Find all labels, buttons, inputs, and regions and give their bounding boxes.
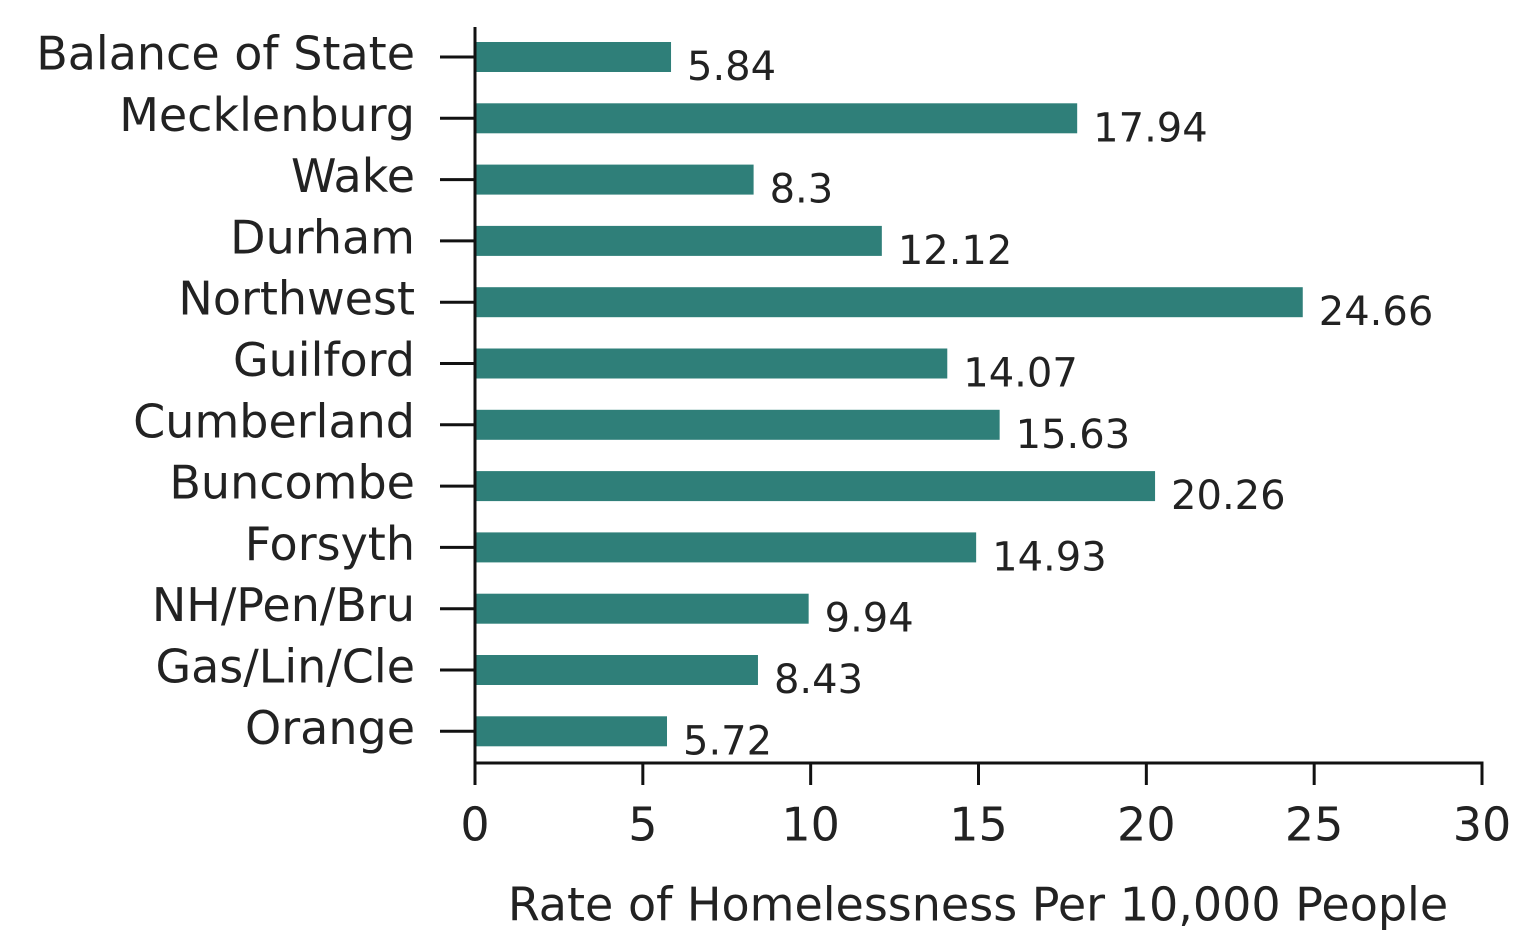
y-tick-label: Balance of State	[36, 27, 415, 81]
x-tick-label: 15	[949, 798, 1008, 852]
value-label: 5.72	[683, 718, 772, 764]
value-label: 12.12	[898, 228, 1013, 274]
value-label: 14.07	[963, 351, 1078, 397]
bar	[475, 164, 754, 195]
y-tick-label: Gas/Lin/Cle	[155, 640, 415, 694]
x-tick-label: 25	[1285, 798, 1344, 852]
value-label: 24.66	[1319, 289, 1434, 335]
value-label: 8.3	[770, 167, 834, 213]
bar	[475, 348, 948, 379]
y-tick-label: Mecklenburg	[119, 88, 415, 142]
x-tick-label: 30	[1453, 798, 1512, 852]
value-label: 9.94	[825, 596, 914, 642]
value-label: 17.94	[1093, 105, 1208, 151]
bar	[475, 409, 1000, 440]
value-label: 20.26	[1171, 473, 1286, 519]
value-label: 15.63	[1016, 412, 1131, 458]
bar	[475, 103, 1078, 134]
x-tick-label: 20	[1117, 798, 1176, 852]
bar	[475, 42, 672, 72]
y-tick-label: Durham	[230, 210, 415, 264]
value-label: 14.93	[992, 534, 1107, 580]
bar	[475, 471, 1156, 502]
value-label: 5.84	[687, 44, 776, 90]
value-label: 8.43	[774, 657, 863, 703]
bar	[475, 716, 668, 747]
bar	[475, 593, 809, 624]
x-tick-label: 10	[781, 798, 840, 852]
y-tick-label: Cumberland	[133, 394, 415, 448]
x-tick-label: 5	[628, 798, 657, 852]
bar	[475, 225, 882, 256]
y-tick-label: Guilford	[233, 333, 415, 387]
bar	[475, 532, 977, 563]
y-tick-label: Wake	[291, 149, 415, 203]
y-tick-label: Orange	[245, 701, 415, 755]
x-axis-title: Rate of Homelessness Per 10,000 People	[508, 878, 1448, 932]
y-tick-label: Northwest	[178, 272, 415, 326]
x-tick-label: 0	[460, 798, 489, 852]
y-tick-label: Forsyth	[245, 517, 415, 571]
y-tick-label: NH/Pen/Bru	[152, 578, 415, 632]
y-tick-label: Buncombe	[169, 456, 415, 510]
bar	[475, 287, 1303, 318]
bar	[475, 655, 758, 685]
